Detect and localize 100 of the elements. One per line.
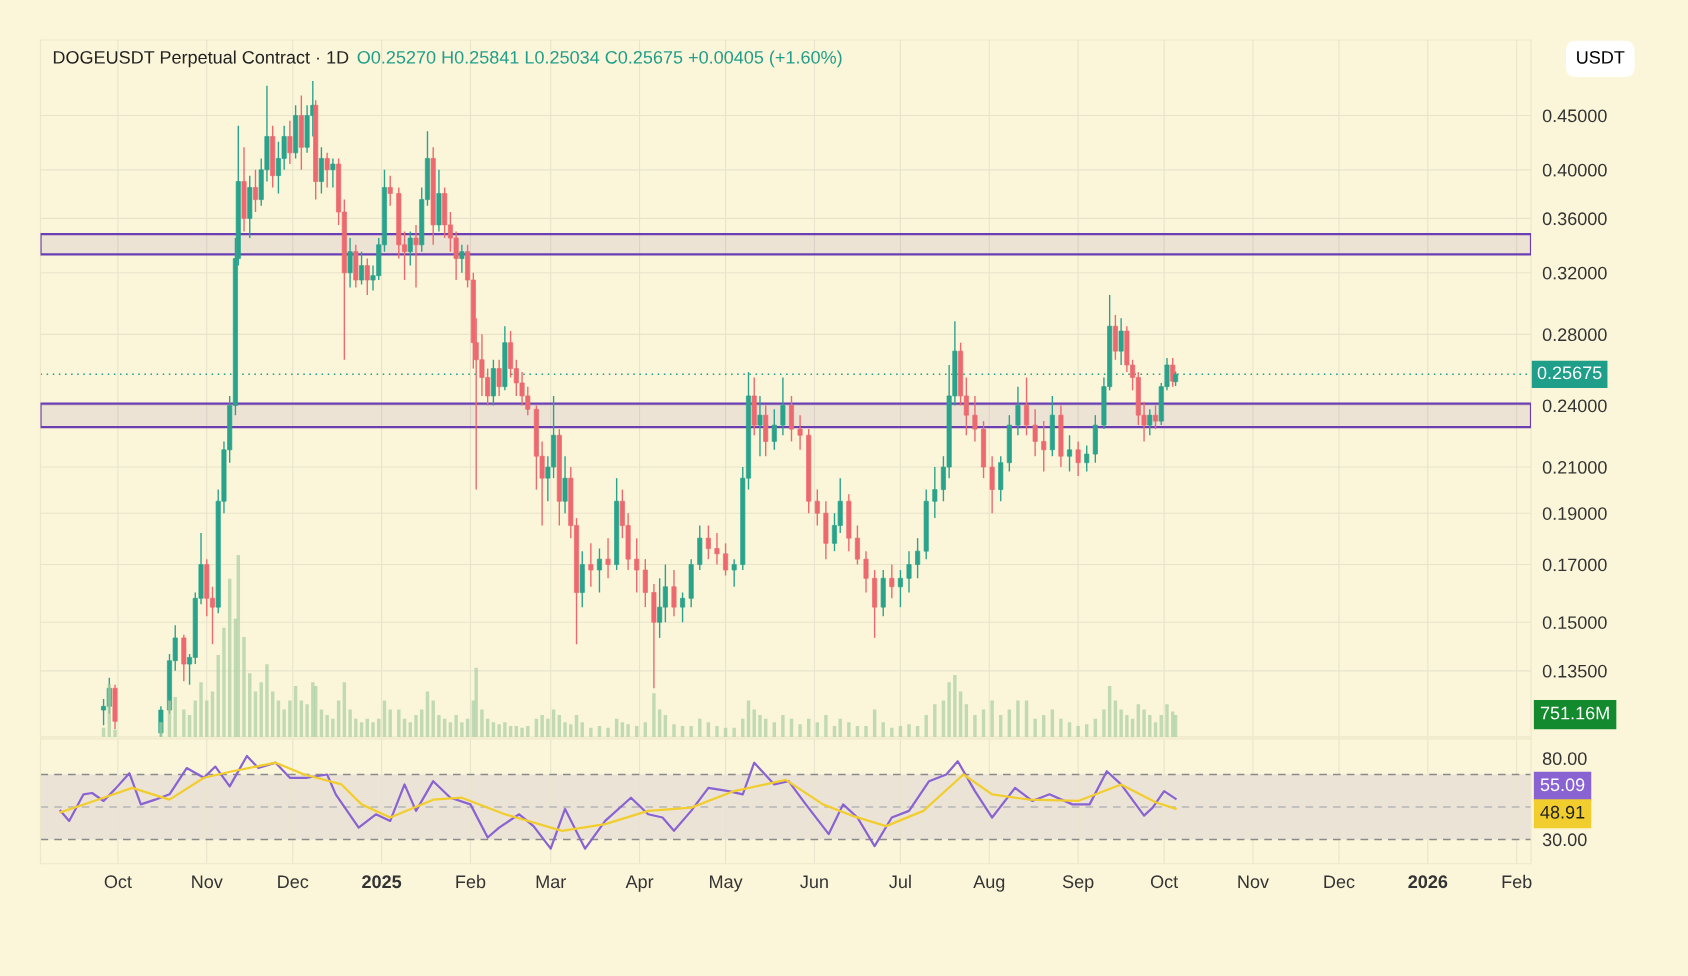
bar — [758, 715, 762, 737]
bar — [947, 682, 951, 737]
y-tick-label: 0.40000 — [1542, 163, 1607, 177]
bar — [354, 718, 358, 737]
y-tick-label: 0.24000 — [1542, 399, 1607, 413]
bar — [460, 722, 464, 737]
x-tick-label: Nov — [1238, 875, 1269, 889]
text: O0.25270 H0.25841 L0.25034 C0.25675 +0.00405 (+1.60%) — [357, 50, 842, 68]
bar — [1148, 715, 1152, 737]
x-tick-label: Dec — [278, 875, 309, 889]
bar — [1076, 725, 1080, 737]
candlestick — [714, 532, 720, 566]
x-tick-label: Nov — [192, 875, 223, 889]
bar — [924, 715, 928, 737]
candlestick — [789, 395, 794, 443]
candlestick — [814, 488, 820, 527]
bar — [589, 727, 593, 737]
ref-line-label: 0.25675 — [1537, 366, 1602, 380]
x-tick-label: Feb — [456, 874, 486, 889]
candlestick — [347, 237, 353, 289]
candlestick — [1118, 317, 1124, 366]
candlestick — [797, 414, 803, 451]
candlestick — [771, 408, 777, 451]
bar — [388, 709, 392, 737]
candlestick — [364, 257, 370, 296]
x-tick-label: 2025 — [362, 875, 402, 889]
bar — [824, 715, 828, 737]
bar — [732, 727, 736, 737]
bar — [540, 715, 544, 737]
bar — [1067, 722, 1072, 737]
bar — [1119, 709, 1123, 737]
bar — [643, 722, 648, 737]
bar — [626, 724, 630, 737]
bar — [503, 722, 507, 737]
bar — [620, 722, 625, 737]
bar — [772, 722, 777, 737]
text: 751.16M — [1540, 706, 1609, 720]
y-tick-label: 30.00 — [1542, 833, 1587, 847]
x-tick-label: May — [710, 875, 743, 892]
x-tick-label: Sep — [1062, 875, 1094, 892]
candlestick — [596, 547, 602, 594]
bar — [437, 715, 441, 737]
candlestick — [330, 157, 336, 189]
candlestick — [906, 550, 912, 594]
candlestick — [897, 569, 903, 608]
candlestick — [459, 244, 465, 274]
candlestick — [705, 524, 711, 560]
candlestick — [496, 359, 502, 397]
candlestick — [1084, 444, 1090, 473]
candlestick — [1147, 408, 1153, 436]
candlestick — [1024, 376, 1030, 436]
y-tick-label: 80.00 — [1542, 752, 1587, 766]
x-tick-label: Dec — [1324, 875, 1355, 889]
bar — [881, 722, 885, 737]
bar — [414, 715, 418, 737]
candlestick — [972, 395, 978, 443]
candlestick — [407, 230, 413, 267]
bar — [242, 636, 246, 737]
bar — [480, 709, 484, 737]
y-tick-label: 0.17000 — [1542, 558, 1607, 572]
line-series — [59, 761, 1177, 832]
bar — [1153, 722, 1158, 737]
candlestick — [252, 169, 258, 213]
candlestick — [1067, 434, 1073, 473]
text: 55.09 — [1540, 778, 1585, 792]
candlestick — [889, 563, 895, 599]
x-tick-label: 2026 — [1408, 875, 1448, 889]
bar — [199, 682, 203, 737]
text: 48.91 — [1540, 805, 1585, 819]
y-tick-label: 0.45000 — [1542, 109, 1607, 123]
candlestick — [680, 591, 686, 623]
bar — [672, 724, 676, 737]
bar — [222, 627, 226, 737]
candlestick — [287, 119, 293, 165]
bar — [973, 715, 977, 737]
bar — [1165, 704, 1169, 737]
candlestick — [1041, 420, 1047, 473]
bar — [288, 700, 292, 737]
bar — [546, 718, 550, 737]
y-tick-label: 0.15000 — [1542, 616, 1607, 629]
candlestick — [634, 537, 640, 594]
bar — [1125, 715, 1129, 737]
y-tick-label: 0.21000 — [1542, 460, 1607, 474]
bar — [359, 722, 364, 737]
bar — [282, 709, 286, 737]
bar — [113, 729, 117, 737]
bar — [1033, 718, 1037, 737]
bar — [1059, 718, 1063, 737]
bar — [491, 722, 496, 737]
bar — [798, 724, 802, 737]
bar — [990, 700, 994, 737]
candlestick — [1032, 408, 1038, 457]
candlestick — [605, 537, 611, 579]
bar — [182, 709, 186, 737]
x-tick-label: Apr — [625, 875, 654, 892]
candlestick — [413, 224, 419, 289]
bar — [953, 675, 957, 737]
x-tick-label: Feb — [1502, 874, 1532, 889]
bar — [331, 718, 335, 737]
candlestick — [1015, 385, 1021, 436]
